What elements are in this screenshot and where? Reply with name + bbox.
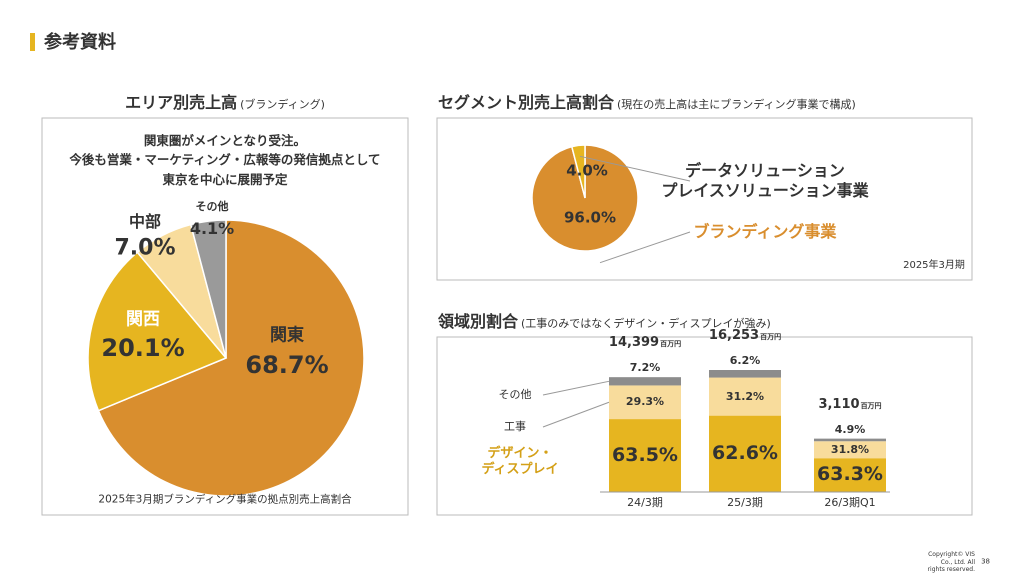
pie-value-label: 4.1% xyxy=(189,219,235,238)
total-label: 16,253百万円 xyxy=(708,327,782,343)
bar-value-label: 63.3% xyxy=(817,463,883,486)
pie-value-label: 68.7% xyxy=(245,351,329,379)
leader-line xyxy=(542,401,610,428)
bar-segment xyxy=(814,438,886,442)
legend-label: データソリューション プレイスソリューション事業 xyxy=(661,161,869,200)
bar-value-label: 4.9% xyxy=(834,422,866,436)
pie-value-label: 7.0% xyxy=(114,235,176,261)
panel xyxy=(436,117,973,281)
total-unit: 百万円 xyxy=(660,340,682,349)
chart-title: 領域別割合 (工事のみではなくデザイン・ディスプレイが強み) xyxy=(438,312,771,331)
copyright: Copyright© VIS Co., Ltd. All rights rese… xyxy=(927,550,975,573)
pie-slice xyxy=(189,219,227,359)
pie-value-label: 96.0% xyxy=(563,208,617,227)
total-label: 3,110百万円 xyxy=(818,396,882,412)
panel xyxy=(436,336,973,516)
legend-label: その他 xyxy=(498,388,532,402)
bar-segment xyxy=(814,441,886,459)
chart-title: セグメント別売上高割合 (現在の売上高は主にブランディング事業で構成) xyxy=(438,93,856,112)
header-title: 参考資料 xyxy=(44,31,116,53)
x-tick-label: 24/3期 xyxy=(627,496,663,510)
pie-slice xyxy=(97,219,365,497)
bar-value-label: 62.6% xyxy=(712,441,778,464)
total-unit: 百万円 xyxy=(760,332,782,341)
bar-segment xyxy=(609,385,681,420)
chart-subtitle: (ブランディング) xyxy=(240,98,325,111)
legend-label: 工事 xyxy=(504,420,526,434)
chart-subtitle: (工事のみではなくデザイン・ディスプレイが強み) xyxy=(521,317,771,330)
pie-value-label: 4.0% xyxy=(566,161,608,180)
pie-value-label: 20.1% xyxy=(101,334,185,362)
x-tick-label: 26/3期Q1 xyxy=(824,496,876,510)
footnote: 2025年3月期 xyxy=(903,259,965,271)
legend-label: デザイン・ ディスプレイ xyxy=(481,445,559,477)
pie-category-label: その他 xyxy=(195,200,229,214)
bar-segment xyxy=(709,370,781,378)
header-accent xyxy=(30,33,35,51)
bar-value-label: 7.2% xyxy=(629,361,661,375)
leader-line xyxy=(579,155,691,182)
bar-value-label: 29.3% xyxy=(625,395,665,409)
note: 関東圏がメインとなり受注。 今後も営業・マーケティング・広報等の発信拠点として … xyxy=(69,132,381,187)
leader-line xyxy=(599,231,691,264)
footnote: 2025年3月期ブランディング事業の拠点別売上高割合 xyxy=(98,493,352,506)
bar-value-label: 63.5% xyxy=(612,443,678,466)
page-number: 38 xyxy=(981,557,990,566)
pie-category-label: 関東 xyxy=(270,325,304,346)
pie-slice xyxy=(87,251,228,412)
bar-value-label: 31.8% xyxy=(830,442,870,456)
bar-value-label: 6.2% xyxy=(729,354,761,368)
panel xyxy=(41,117,409,516)
bar-segment xyxy=(609,377,681,386)
pie-slice xyxy=(570,144,586,199)
legend-label: ブランディング事業 xyxy=(693,222,837,241)
chart-subtitle: (現在の売上高は主にブランディング事業で構成) xyxy=(617,98,856,111)
leader-line xyxy=(542,380,610,396)
pie-category-label: 関西 xyxy=(126,309,160,330)
total-unit: 百万円 xyxy=(860,401,882,410)
bar-value-label: 31.2% xyxy=(725,389,765,403)
bar-segment xyxy=(609,419,681,492)
pie-category-label: 中部 xyxy=(128,212,162,231)
bar-segment xyxy=(709,415,781,492)
bar-segment xyxy=(814,458,886,492)
chart-title: エリア別売上高 (ブランディング) xyxy=(125,93,325,112)
x-tick-label: 25/3期 xyxy=(727,496,763,510)
bar-segment xyxy=(709,377,781,416)
total-label: 14,399百万円 xyxy=(608,335,682,351)
